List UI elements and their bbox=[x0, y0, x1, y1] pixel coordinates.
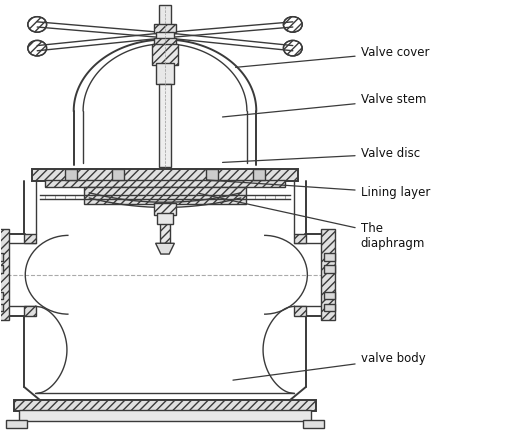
Bar bbox=[14, 400, 316, 411]
Bar bbox=[112, 169, 124, 180]
Polygon shape bbox=[156, 243, 174, 254]
Bar bbox=[294, 234, 306, 243]
Bar bbox=[324, 265, 335, 273]
Bar bbox=[84, 187, 246, 204]
Bar bbox=[0, 253, 3, 261]
Bar bbox=[303, 420, 324, 428]
Bar bbox=[24, 234, 36, 243]
Bar bbox=[206, 169, 218, 180]
Bar bbox=[159, 5, 171, 25]
Bar bbox=[152, 44, 178, 65]
Bar bbox=[6, 420, 27, 428]
Bar bbox=[19, 410, 311, 420]
Text: Lining layer: Lining layer bbox=[207, 180, 430, 199]
Bar bbox=[45, 180, 285, 187]
Bar bbox=[160, 222, 170, 243]
Bar bbox=[0, 265, 3, 273]
Bar bbox=[157, 213, 173, 224]
Bar bbox=[324, 291, 335, 299]
Bar bbox=[66, 169, 264, 180]
Bar bbox=[156, 32, 174, 39]
Text: Valve cover: Valve cover bbox=[235, 46, 429, 68]
Bar bbox=[324, 253, 335, 261]
Bar bbox=[65, 169, 77, 180]
Bar bbox=[253, 169, 265, 180]
Bar bbox=[322, 229, 335, 320]
Text: The
diaphragm: The diaphragm bbox=[199, 194, 425, 250]
Bar bbox=[154, 203, 176, 215]
Bar bbox=[154, 38, 176, 45]
Bar bbox=[32, 168, 298, 181]
Bar bbox=[154, 23, 176, 33]
Bar bbox=[156, 63, 174, 84]
Bar bbox=[0, 229, 8, 320]
Bar bbox=[324, 304, 335, 311]
Text: Valve disc: Valve disc bbox=[223, 147, 420, 162]
Text: valve body: valve body bbox=[233, 352, 425, 380]
Text: Valve stem: Valve stem bbox=[222, 94, 426, 117]
Bar bbox=[0, 291, 3, 299]
Bar bbox=[160, 84, 170, 167]
Bar bbox=[24, 306, 36, 316]
Bar bbox=[294, 306, 306, 316]
Bar bbox=[0, 304, 3, 311]
